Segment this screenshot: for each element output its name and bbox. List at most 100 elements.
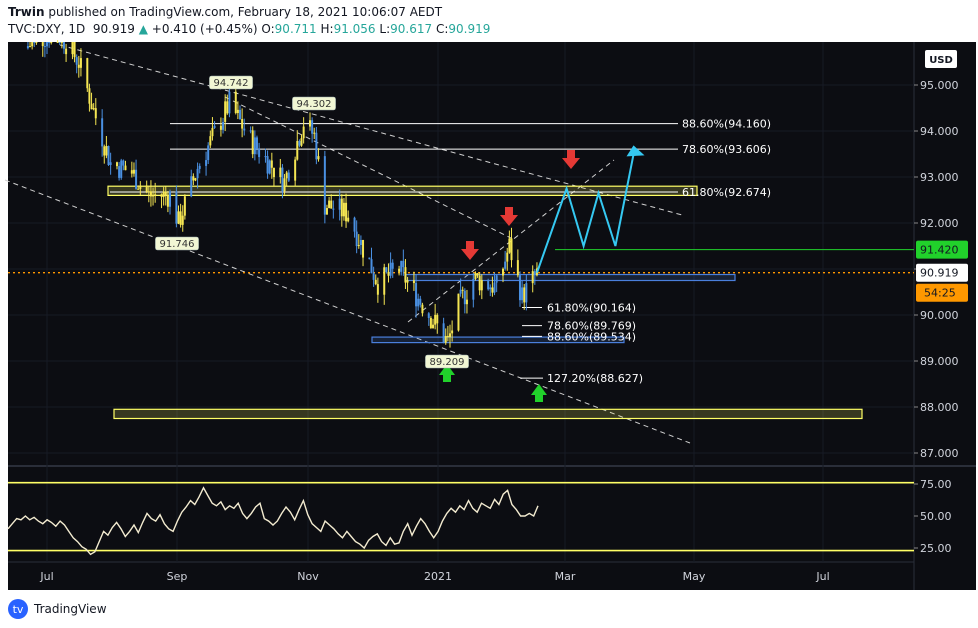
candle-body — [58, 42, 61, 43]
candle-body — [298, 141, 301, 146]
candle-body — [317, 156, 320, 160]
candle-body — [493, 282, 496, 293]
candle-body — [177, 211, 180, 224]
price-tick-label: 92.000 — [920, 217, 959, 230]
candle-body — [315, 132, 318, 160]
candle-body — [253, 137, 256, 155]
fib-label: 88.60%(89.534) — [547, 330, 636, 343]
candle-body — [145, 185, 148, 192]
fib-label: 88.60%(94.160) — [682, 118, 771, 131]
candle-body — [294, 159, 297, 181]
candle-body — [90, 103, 93, 110]
time-tick-label: Jul — [815, 570, 829, 583]
candle-body — [79, 58, 82, 68]
rsi-pane: 75.00 50.00 25.00 — [7, 478, 952, 556]
candle-body — [461, 289, 464, 291]
candle-body — [60, 42, 63, 43]
candle-body — [92, 108, 95, 110]
candle-body — [179, 211, 182, 225]
candle-body — [283, 178, 286, 192]
candle-body — [154, 194, 157, 196]
last-price-marker-box — [916, 263, 968, 282]
close-value: 90.919 — [448, 22, 491, 36]
candle-body — [459, 289, 462, 294]
candle-body — [124, 165, 127, 171]
footer-brand[interactable]: tv TradingView — [8, 599, 107, 619]
candle-body — [152, 195, 155, 197]
candle-body — [463, 290, 466, 305]
fib-label: 61.80%(90.164) — [547, 301, 636, 314]
last-price-marker-text: 90.919 — [920, 267, 959, 280]
low-label: L: — [379, 22, 391, 36]
candle-body — [300, 138, 303, 146]
candle-body — [502, 268, 505, 276]
candle-body — [75, 57, 78, 65]
candle-body — [243, 128, 246, 131]
candle-body — [457, 293, 460, 331]
candle-body — [372, 273, 375, 280]
candle-body — [281, 167, 284, 192]
candle-body — [192, 176, 195, 181]
currency-button[interactable]: USD — [925, 50, 957, 68]
candle-body — [35, 42, 38, 43]
price-axis-background — [914, 42, 976, 590]
fib-label: 78.60%(93.606) — [682, 143, 771, 156]
price-chart[interactable]: 95.00094.00093.00092.00091.00090.00089.0… — [0, 40, 978, 595]
candle-body — [107, 146, 110, 166]
candle-body — [103, 146, 106, 156]
time-axis-ticks: Jul Sep Nov 2021 Mar May Jul — [39, 42, 830, 583]
candle-body — [33, 42, 36, 43]
candle-body — [353, 217, 356, 232]
candle-body — [73, 42, 76, 58]
price-tick-label: 95.000 — [920, 79, 959, 92]
candle-body — [94, 108, 97, 119]
candle-body — [147, 191, 150, 193]
candle-body — [198, 165, 201, 169]
candle-body — [285, 172, 288, 179]
candle-body — [531, 271, 534, 284]
candle-body — [415, 283, 418, 307]
price-tick-label: 89.000 — [920, 355, 959, 368]
candle-body — [169, 191, 172, 207]
candle-body — [139, 185, 142, 189]
candle-body — [383, 267, 386, 295]
candle-body — [434, 314, 437, 325]
candle-body — [101, 118, 104, 147]
symbol-name[interactable]: TVC:DXY, 1D — [8, 22, 86, 36]
candle-body — [400, 260, 403, 272]
candle-body — [268, 160, 271, 174]
candle-body — [338, 198, 341, 210]
rsi-tick-label: 25.00 — [920, 542, 952, 555]
swing-label-box — [292, 96, 336, 111]
symbol-legend: TVC:DXY, 1D 90.919 ▲ +0.410 (+0.45%) O:9… — [8, 22, 490, 36]
projection-arrowhead — [626, 145, 645, 157]
candle-body — [421, 304, 424, 314]
price-tick-label: 94.000 — [920, 125, 959, 138]
candle-body — [241, 119, 244, 129]
candle-body — [266, 156, 269, 174]
candle-body — [510, 238, 513, 261]
last-price-value: 90.919 — [92, 22, 135, 36]
publish-info: Trwin published on TradingView.com, Febr… — [8, 5, 442, 19]
candle-body — [239, 109, 242, 120]
zone-blue — [371, 336, 625, 344]
candle-body — [325, 208, 328, 215]
high-label: H: — [320, 22, 334, 36]
candle-body — [130, 170, 133, 174]
candle-body — [427, 313, 430, 318]
candle-body — [109, 162, 112, 166]
up-arrow-icon — [439, 364, 455, 382]
candle-body — [491, 287, 494, 293]
fib-label: 61.80%(92.674) — [682, 186, 771, 199]
candle-body — [436, 314, 439, 324]
candle-body — [309, 120, 312, 127]
publish-text: published on TradingView.com, February 1… — [44, 5, 443, 19]
tradingview-logo-icon: tv — [8, 599, 28, 619]
candle-body — [105, 146, 108, 156]
author-name[interactable]: Trwin — [8, 5, 45, 19]
candle-body — [181, 215, 184, 225]
projection-path — [536, 149, 636, 274]
candle-body — [236, 109, 239, 114]
candle-body — [183, 196, 186, 216]
candle-body — [31, 42, 34, 47]
